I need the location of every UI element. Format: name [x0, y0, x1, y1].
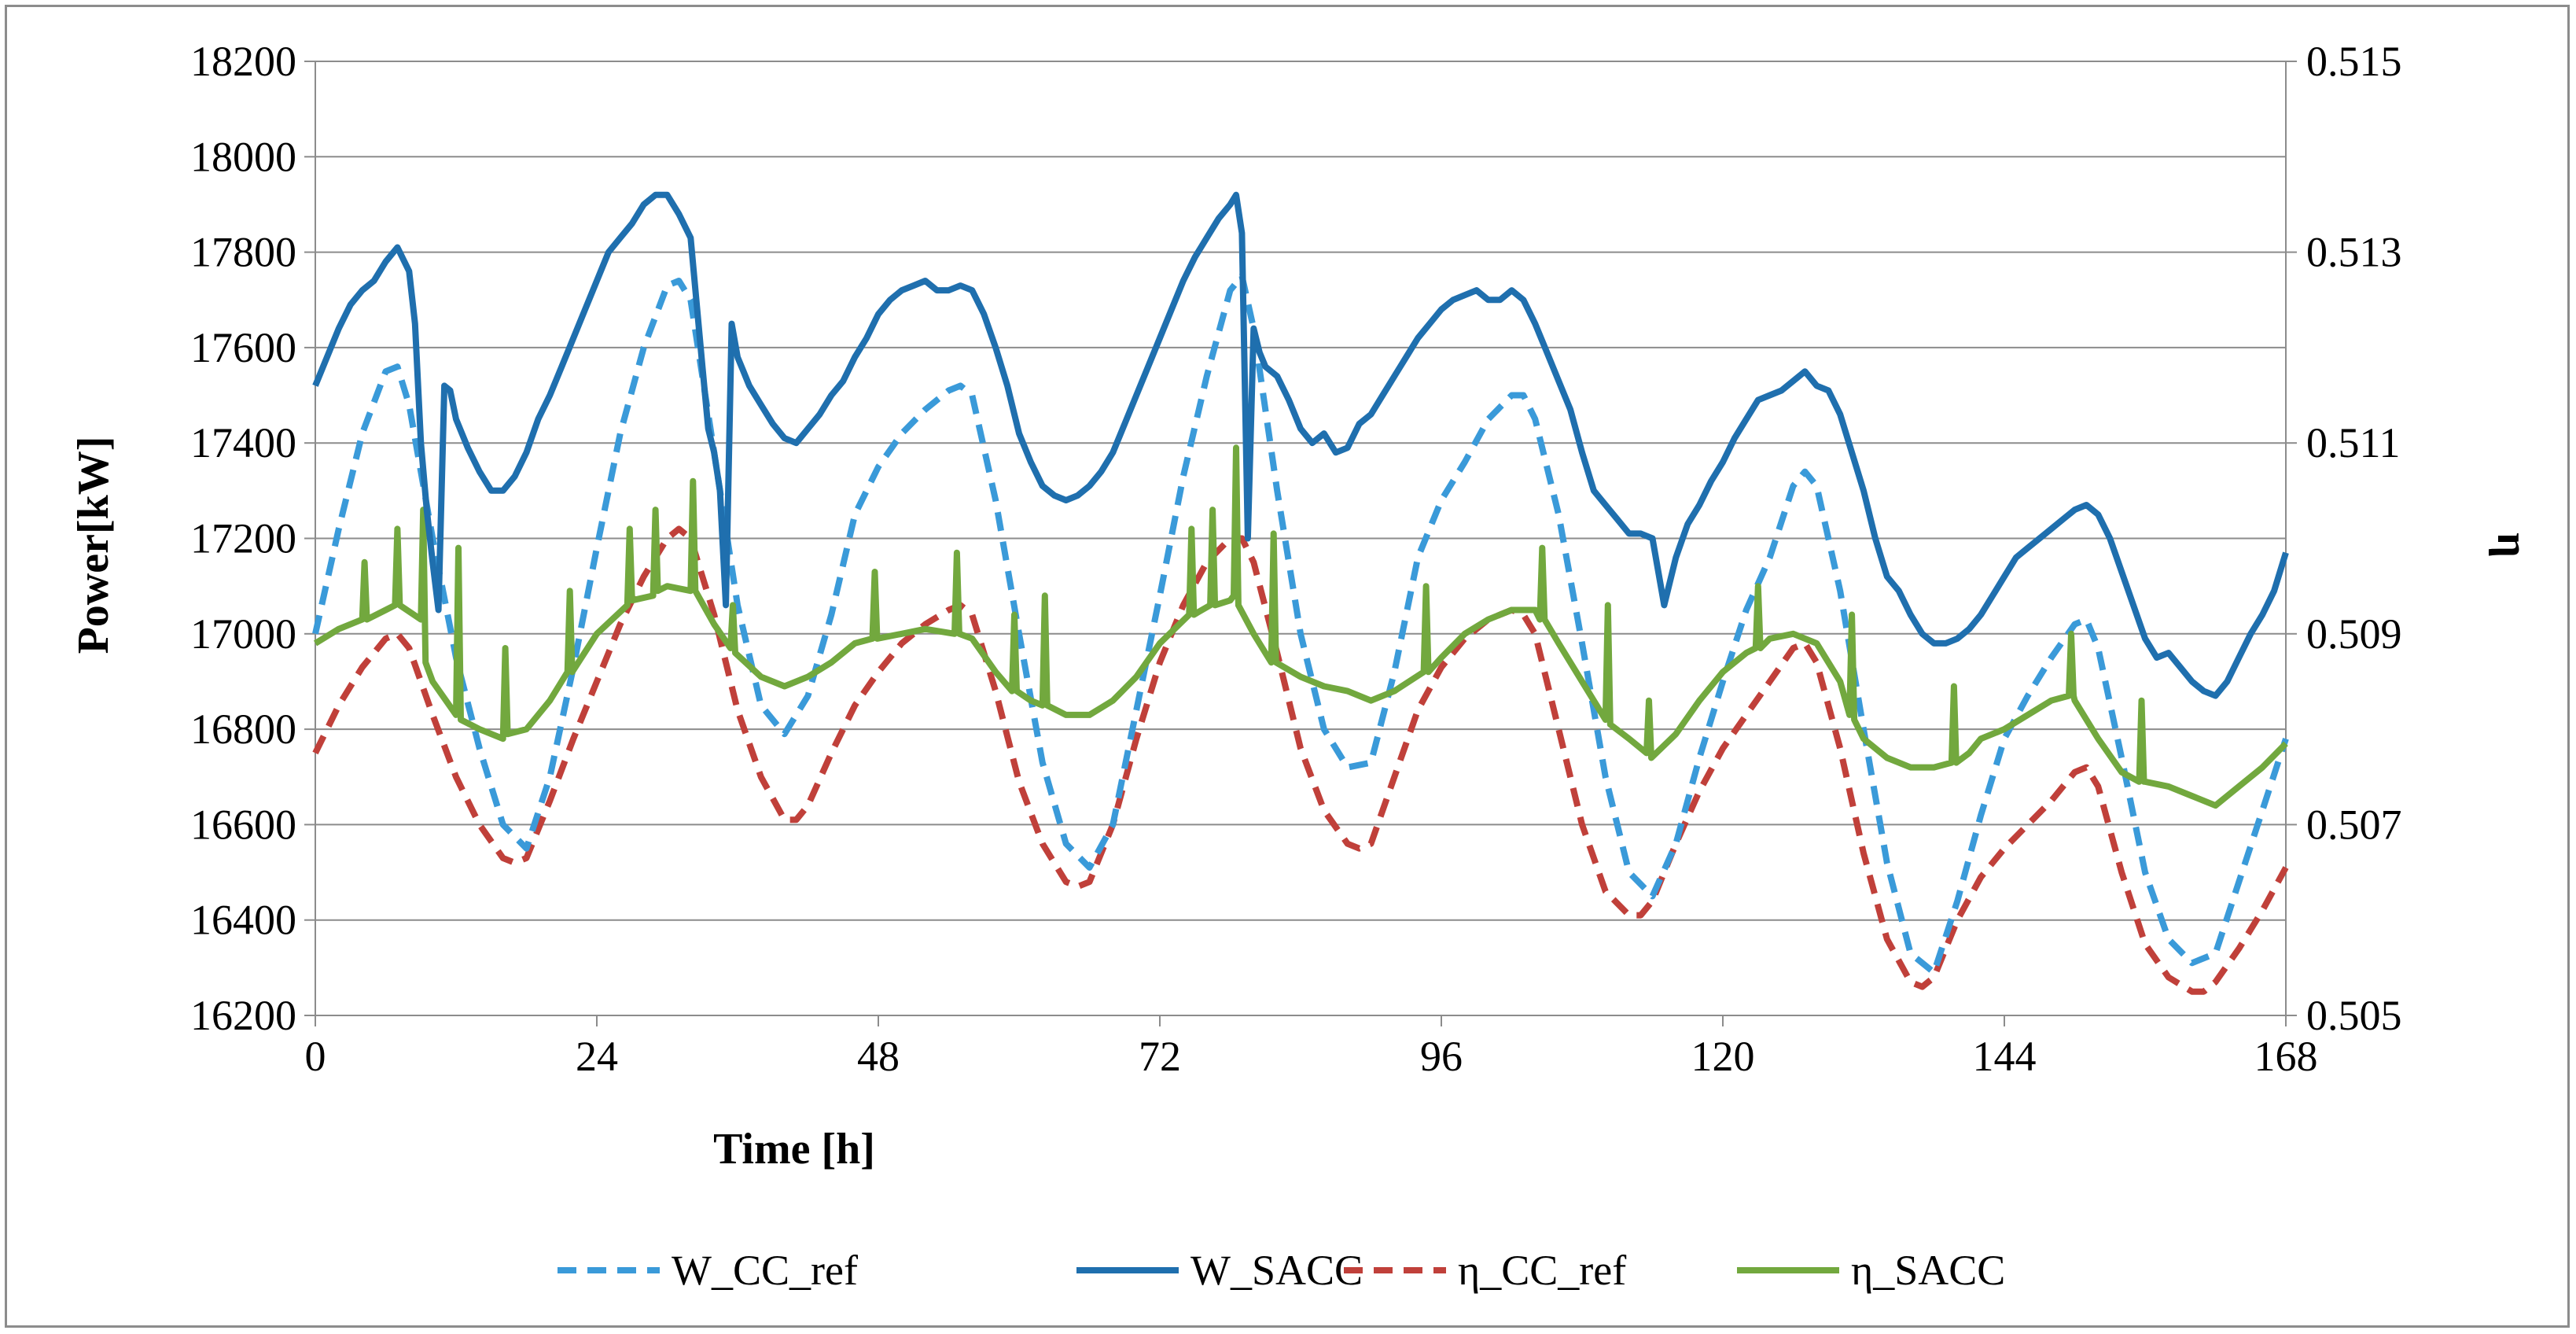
x-tick-label: 168	[2254, 1033, 2318, 1080]
y-tick-label: 18000	[190, 133, 296, 180]
chart-svg: 16200 16400 16600 16800 17000 17200 17400 17600…	[69, 38, 2537, 1294]
chart-frame: 16200 16400 16600 16800 17000 17200 17400 17600…	[5, 5, 2570, 1328]
y2-tick-label: 0.507	[2306, 801, 2402, 848]
y-tick-label: 16800	[190, 706, 296, 753]
x-tick-label: 72	[1139, 1033, 1181, 1080]
x-tick-label: 24	[576, 1033, 618, 1080]
y-tick-label: 18200	[190, 38, 296, 85]
y-tick-label: 17200	[190, 515, 296, 562]
legend-label: η_CC_ref	[1458, 1247, 1626, 1294]
y-tick-label: 16400	[190, 897, 296, 944]
legend: W_CC_ref W_SACC η_CC_ref η_SACC	[558, 1247, 2005, 1294]
y-tick-label: 17000	[190, 610, 296, 658]
x-tick-label: 0	[305, 1033, 326, 1080]
y2-tick-label: 0.515	[2306, 38, 2402, 85]
x-axis-title: Time [h]	[713, 1125, 875, 1174]
legend-label: W_CC_ref	[672, 1247, 858, 1294]
y-tick-label: 17800	[190, 229, 296, 276]
legend-label: W_SACC	[1190, 1247, 1363, 1294]
y-tick-label: 17400	[190, 419, 296, 466]
x-tick-label: 144	[1973, 1033, 2037, 1080]
legend-label: η_SACC	[1851, 1247, 2005, 1294]
y2-tick-label: 0.505	[2306, 992, 2402, 1039]
y2-axis-title: η	[2488, 532, 2537, 558]
x-tick-label: 120	[1691, 1033, 1755, 1080]
series-line-2	[312, 191, 2289, 699]
y2-tick-label: 0.513	[2306, 229, 2402, 276]
axes: 16200 16400 16600 16800 17000 17200 17400 17600…	[190, 38, 2402, 1080]
y-tick-label: 16200	[190, 992, 296, 1039]
series-line-4	[313, 444, 2288, 809]
x-tick-label: 96	[1420, 1033, 1463, 1080]
y-tick-label: 17600	[190, 324, 296, 371]
gridlines	[315, 61, 2286, 1016]
series-lines	[312, 191, 2289, 995]
x-tick-label: 48	[857, 1033, 900, 1080]
y2-tick-label: 0.511	[2306, 419, 2401, 466]
y-tick-label: 16600	[190, 801, 296, 848]
series-line-3	[312, 525, 2289, 995]
y-axis-title: Power[kW]	[69, 437, 118, 654]
y2-tick-label: 0.509	[2306, 610, 2402, 658]
